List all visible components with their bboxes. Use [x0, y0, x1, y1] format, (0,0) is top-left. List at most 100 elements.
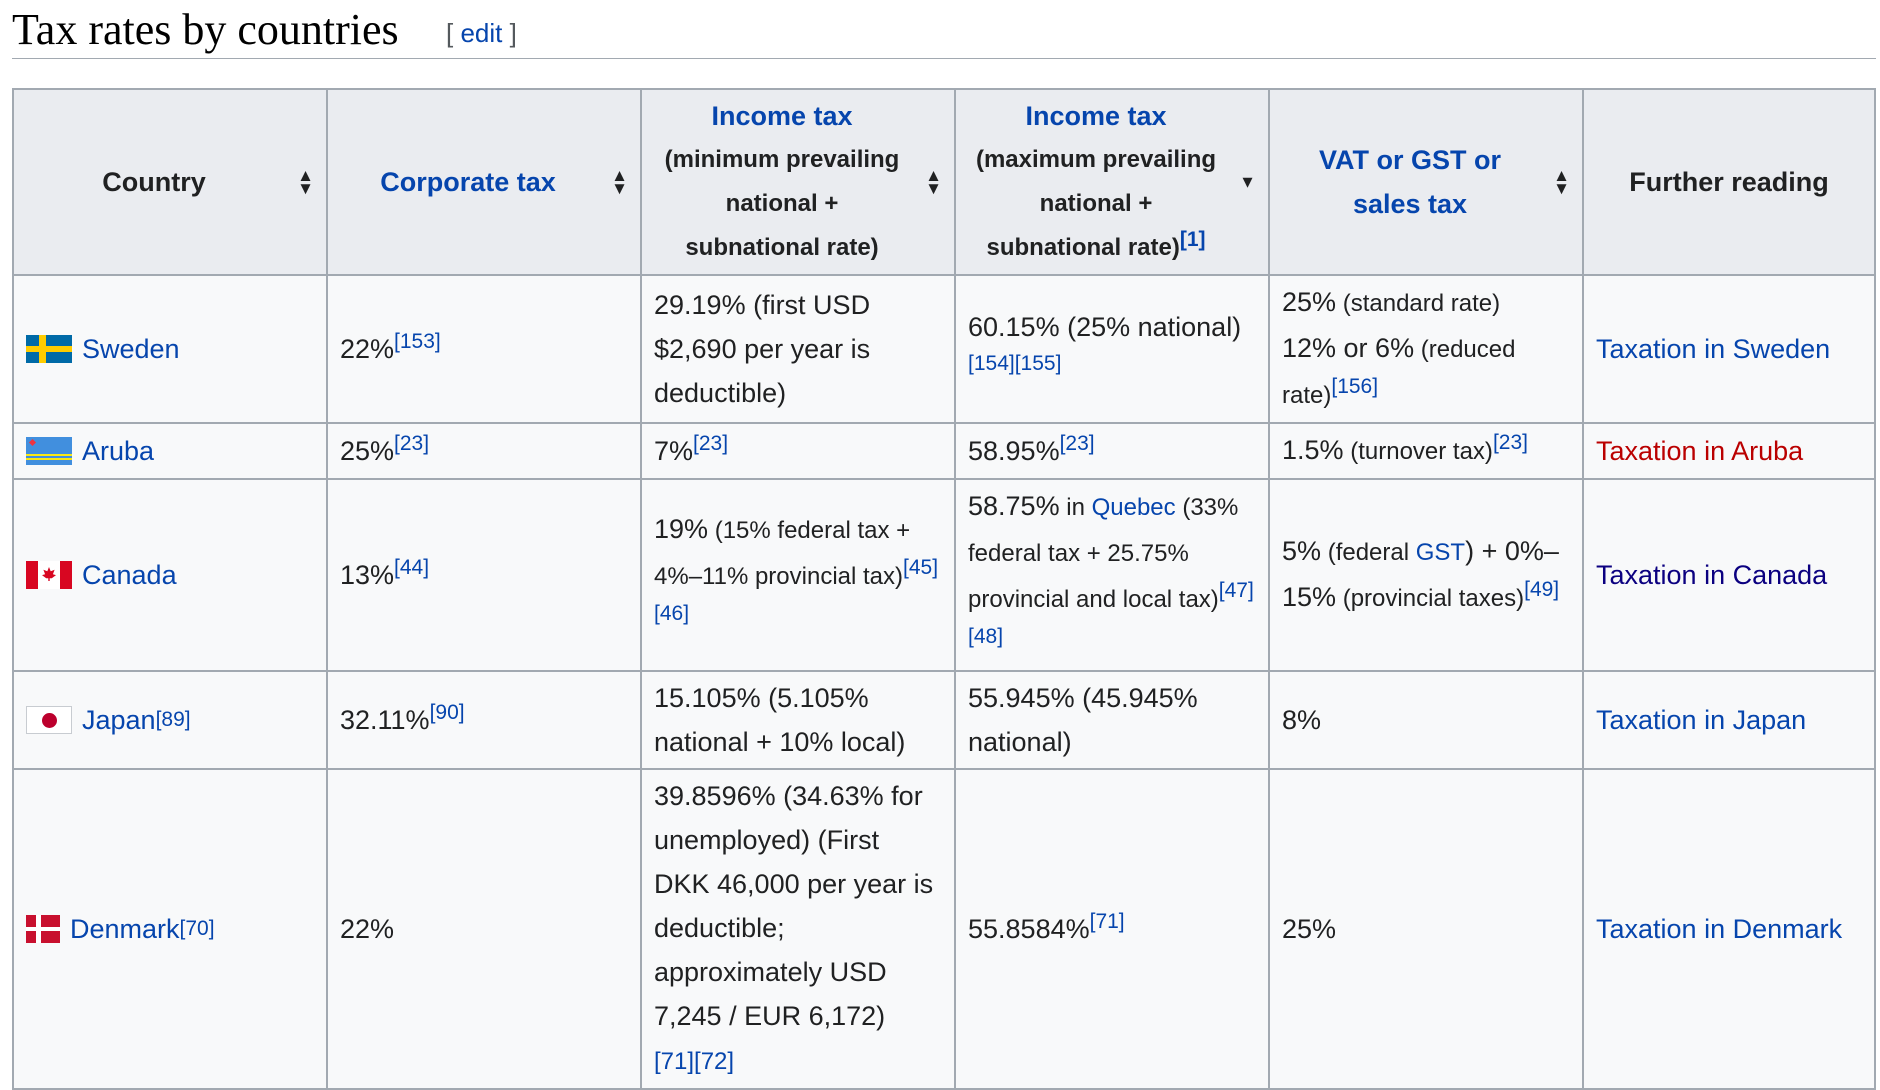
cell-vat: 25% (standard rate) 12% or 6% (reduced ra… [1268, 274, 1584, 424]
reference-link[interactable]: [23] [1492, 431, 1528, 454]
cell-vat: 25% [1268, 768, 1584, 1090]
vat-note: (standard rate) [1336, 290, 1501, 317]
reference-link[interactable]: [71] [1089, 910, 1125, 933]
further-reading-link[interactable]: Taxation in Denmark [1596, 914, 1843, 944]
income-tax-max-value: 55.8584% [968, 914, 1090, 944]
cell-vat: 5% (federal GST) + 0%–15% (provincial ta… [1268, 478, 1584, 672]
cell-country: Canada [12, 478, 328, 672]
income-tax-min-value: 39.8596% (34.63% for unemployed) (First … [654, 781, 934, 1031]
reference-link[interactable]: [90] [429, 701, 465, 724]
cell-further-reading: Taxation in Canada [1582, 478, 1876, 672]
column-header-corporate-tax[interactable]: Corporate tax ▲ ▼ [326, 88, 642, 276]
income-tax-max-note: in [1059, 494, 1092, 521]
income-tax-max-note: (33% federal tax + 25.75% provincial and… [968, 494, 1239, 613]
corporate-tax-value: 22% [340, 914, 395, 944]
country-link[interactable]: Aruba [82, 436, 155, 466]
edit-link[interactable]: edit [460, 18, 503, 48]
reference-link[interactable]: [1] [1179, 228, 1206, 251]
column-header-income-tax-min[interactable]: Income tax (minimum prevailing national … [640, 88, 956, 276]
cell-corporate-tax: 13%[44] [326, 478, 642, 672]
reference-link[interactable]: [47][48] [968, 579, 1254, 648]
cell-income-tax-min: 15.105% (5.105% national + 10% local) [640, 670, 956, 770]
reference-link[interactable]: [45][46] [654, 556, 939, 625]
vat-note: (reduced rate) [1282, 336, 1516, 409]
cell-income-tax-max: 60.15% (25% national) [154][155] [954, 274, 1270, 424]
column-label-further-reading: Further reading [1629, 167, 1829, 197]
cell-country: Japan [89] [12, 670, 328, 770]
reference-link[interactable]: [44] [394, 556, 430, 579]
edit-bracket-open: [ [446, 18, 461, 48]
reference-link[interactable]: [23] [693, 432, 729, 455]
reference-link[interactable]: [153] [394, 330, 441, 353]
reference-link[interactable]: [23] [1059, 432, 1095, 455]
income-tax-min-value: 7% [654, 436, 694, 466]
reference-link[interactable]: [23] [394, 432, 430, 455]
country-link[interactable]: Japan [82, 705, 156, 735]
reference-link[interactable]: [156] [1331, 375, 1379, 398]
vat-value: 25% [1282, 914, 1337, 944]
vat-note: (provincial taxes) [1336, 585, 1525, 612]
column-link-vat[interactable]: VAT or GST or sales tax [1319, 145, 1501, 219]
country-link[interactable]: Canada [82, 560, 177, 590]
income-tax-max-value: 58.75% [968, 491, 1060, 521]
sort-updown-icon[interactable]: ▲ ▼ [925, 166, 942, 198]
reference-link[interactable]: [70] [179, 917, 215, 940]
income-tax-min-value: 15.105% (5.105% national + 10% local) [654, 683, 906, 757]
cell-income-tax-min: 29.19% (first USD $2,690 per year is ded… [640, 274, 956, 424]
column-link-corporate-tax[interactable]: Corporate tax [380, 167, 556, 197]
reference-link[interactable]: [154][155] [968, 352, 1062, 375]
sort-updown-icon[interactable]: ▲ ▼ [297, 166, 314, 198]
reference-link[interactable]: [71][72] [654, 1048, 735, 1075]
page: Tax rates by countries [ edit ] Country … [12, 0, 1876, 1090]
income-tax-min-note: (15% federal tax + 4%–11% provincial tax… [654, 517, 911, 590]
vat-value: 25% [1282, 287, 1337, 317]
cell-corporate-tax: 22%[153] [326, 274, 642, 424]
column-header-country[interactable]: Country ▲ ▼ [12, 88, 328, 276]
further-reading-link[interactable]: Taxation in Aruba [1596, 436, 1804, 466]
table-header-row: Country ▲ ▼ Corporate tax ▲ ▼ Income tax (… [12, 88, 1876, 276]
section-heading: Tax rates by countries [ edit ] [12, 0, 1876, 59]
sort-updown-icon[interactable]: ▲ ▼ [1553, 166, 1570, 198]
cell-country: Sweden [12, 274, 328, 424]
quebec-link[interactable]: Quebec [1091, 494, 1176, 521]
cell-corporate-tax: 25%[23] [326, 422, 642, 480]
vat-note: (federal [1321, 539, 1416, 566]
country-link[interactable]: Denmark [70, 914, 180, 944]
column-link-income-tax-max[interactable]: Income tax [1025, 101, 1167, 131]
income-tax-min-value: 29.19% (first USD $2,690 per year is ded… [654, 290, 871, 408]
country-link[interactable]: Sweden [82, 334, 180, 364]
edit-bracket-close: ] [502, 18, 517, 48]
vat-note: ) + [1465, 536, 1505, 566]
income-tax-min-value: 19% [654, 514, 709, 544]
vat-value: 1.5% [1282, 435, 1344, 465]
table-row: Japan [89] 32.11%[90] 15.105% (5.105% nat… [12, 670, 1876, 770]
table-row: Sweden 22%[153] 29.19% (first USD $2,690… [12, 274, 1876, 424]
cell-country: Aruba [12, 422, 328, 480]
corporate-tax-value: 32.11% [340, 705, 430, 735]
corporate-tax-value: 22% [340, 334, 395, 364]
cell-income-tax-max: 58.75% in Quebec (33% federal tax + 25.7… [954, 478, 1270, 672]
vat-value: 8% [1282, 705, 1322, 735]
cell-income-tax-min: 39.8596% (34.63% for unemployed) (First … [640, 768, 956, 1090]
denmark-flag-icon [26, 915, 60, 943]
column-sub-income-tax-max: (maximum prevailing national + subnation… [970, 138, 1222, 270]
cell-further-reading: Taxation in Aruba [1582, 422, 1876, 480]
further-reading-link[interactable]: Taxation in Canada [1596, 560, 1828, 590]
table-row: Canada 13%[44] 19% (15% federal tax + 4%… [12, 478, 1876, 672]
further-reading-link[interactable]: Taxation in Sweden [1596, 334, 1831, 364]
reference-link[interactable]: [49] [1524, 578, 1560, 601]
column-link-income-tax-min[interactable]: Income tax [711, 101, 853, 131]
section-title: Tax rates by countries [12, 5, 399, 54]
column-header-vat[interactable]: VAT or GST or sales tax ▲ ▼ [1268, 88, 1584, 276]
cell-vat: 8% [1268, 670, 1584, 770]
table-row: Denmark [70] 22% 39.8596% (34.63% for une… [12, 768, 1876, 1090]
gst-link[interactable]: GST [1415, 539, 1466, 566]
sort-updown-icon[interactable]: ▲ ▼ [611, 166, 628, 198]
japan-flag-icon [26, 706, 72, 734]
reference-link[interactable]: [89] [155, 708, 191, 731]
sort-down-icon[interactable]: ▼ [1239, 172, 1256, 192]
cell-vat: 1.5% (turnover tax)[23] [1268, 422, 1584, 480]
column-header-income-tax-max[interactable]: Income tax (maximum prevailing national … [954, 88, 1270, 276]
further-reading-link[interactable]: Taxation in Japan [1596, 705, 1807, 735]
column-sub-income-tax-max-text: (maximum prevailing national + subnation… [975, 146, 1217, 261]
